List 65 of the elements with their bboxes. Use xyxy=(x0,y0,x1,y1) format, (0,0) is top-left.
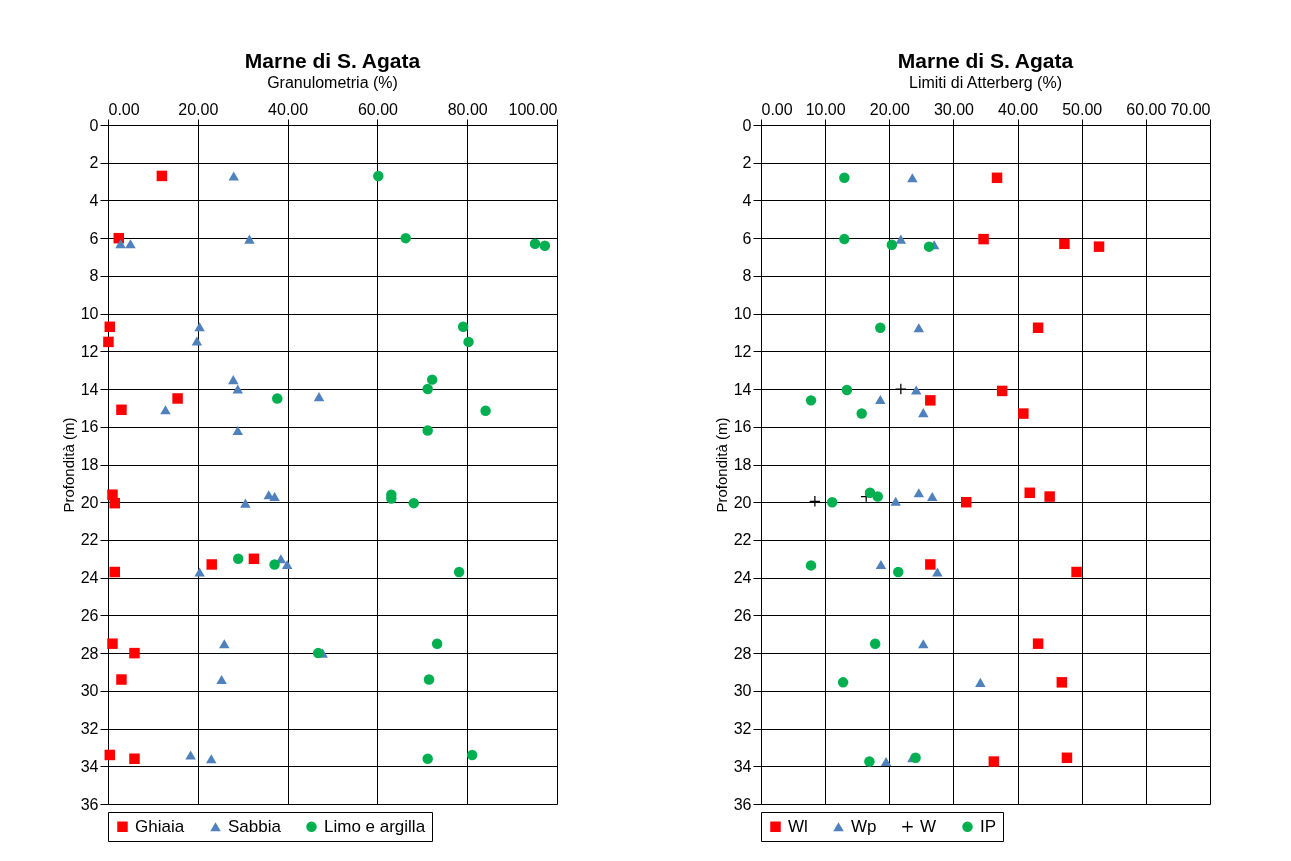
legend-label: W xyxy=(920,816,937,836)
y-tick-label: 28 xyxy=(733,644,752,662)
y-tick-label: 26 xyxy=(733,606,752,624)
x-tick-label: 20.00 xyxy=(178,100,219,118)
chart-subtitle: Limiti di Atterberg (%) xyxy=(909,74,1062,91)
legend-label: Limo e argilla xyxy=(324,816,426,836)
y-axis-title: Profondità (m) xyxy=(59,417,77,513)
y-tick-label: 30 xyxy=(733,682,752,700)
y-tick-label: 12 xyxy=(80,342,99,360)
legend-label: Wp xyxy=(851,816,877,836)
y-tick-label: 32 xyxy=(733,720,752,738)
y-tick-label: 10 xyxy=(80,305,99,323)
x-tick-label: 70.00 xyxy=(1170,100,1211,118)
x-tick-label: 80.00 xyxy=(447,100,488,118)
y-tick-label: 0 xyxy=(89,116,99,134)
legend-label: Ghiaia xyxy=(135,816,185,836)
y-tick-label: 24 xyxy=(733,569,752,587)
y-tick-label: 22 xyxy=(733,531,752,549)
y-tick-label: 8 xyxy=(89,267,99,285)
y-tick-label: 36 xyxy=(733,795,752,813)
y-tick-label: 12 xyxy=(733,342,752,360)
y-tick-label: 22 xyxy=(80,531,99,549)
y-tick-label: 14 xyxy=(80,380,99,398)
x-tick-label: 40.00 xyxy=(268,100,309,118)
chart-title: Marne di S. Agata xyxy=(244,49,421,72)
x-tick-label: 100.00 xyxy=(508,100,558,118)
y-tick-label: 14 xyxy=(733,380,752,398)
x-tick-label: 60.00 xyxy=(357,100,399,118)
x-tick-label: 30.00 xyxy=(933,100,975,118)
y-tick-label: 10 xyxy=(733,305,752,323)
legend-label: Wl xyxy=(788,816,808,836)
y-tick-label: 0 xyxy=(742,116,752,134)
x-tick-label: 60.00 xyxy=(1126,100,1167,118)
y-tick-label: 32 xyxy=(80,720,99,738)
y-tick-label: 28 xyxy=(80,644,99,662)
y-tick-label: 20 xyxy=(80,493,99,511)
chart-subtitle: Granulometria (%) xyxy=(267,74,398,91)
x-tick-label: 10.00 xyxy=(805,100,846,118)
legend-label: Sabbia xyxy=(228,816,282,836)
chart-title: Marne di S. Agata xyxy=(897,49,1074,72)
y-tick-label: 16 xyxy=(80,418,99,436)
legend-label: IP xyxy=(980,816,997,836)
y-tick-label: 6 xyxy=(742,229,752,247)
y-tick-label: 18 xyxy=(733,456,752,473)
x-tick-label: 0.00 xyxy=(108,100,140,118)
y-tick-label: 36 xyxy=(80,795,99,813)
y-axis-title: Profondità (m) xyxy=(712,417,730,513)
x-tick-label: 0.00 xyxy=(761,100,793,118)
y-tick-label: 26 xyxy=(80,606,99,624)
y-tick-label: 18 xyxy=(80,456,99,473)
y-tick-label: 6 xyxy=(89,229,99,247)
x-tick-label: 20.00 xyxy=(869,100,910,118)
y-tick-label: 20 xyxy=(733,493,752,511)
y-tick-label: 24 xyxy=(80,569,99,587)
y-tick-label: 4 xyxy=(742,191,752,209)
y-tick-label: 34 xyxy=(80,757,99,775)
y-tick-label: 2 xyxy=(742,154,752,172)
y-tick-label: 30 xyxy=(80,682,99,700)
y-tick-label: 16 xyxy=(733,418,752,436)
y-tick-label: 2 xyxy=(89,154,99,172)
x-tick-label: 50.00 xyxy=(1062,100,1103,118)
y-tick-label: 34 xyxy=(733,757,752,775)
y-tick-label: 4 xyxy=(89,191,99,209)
y-tick-label: 8 xyxy=(742,267,752,285)
x-tick-label: 40.00 xyxy=(998,100,1039,118)
